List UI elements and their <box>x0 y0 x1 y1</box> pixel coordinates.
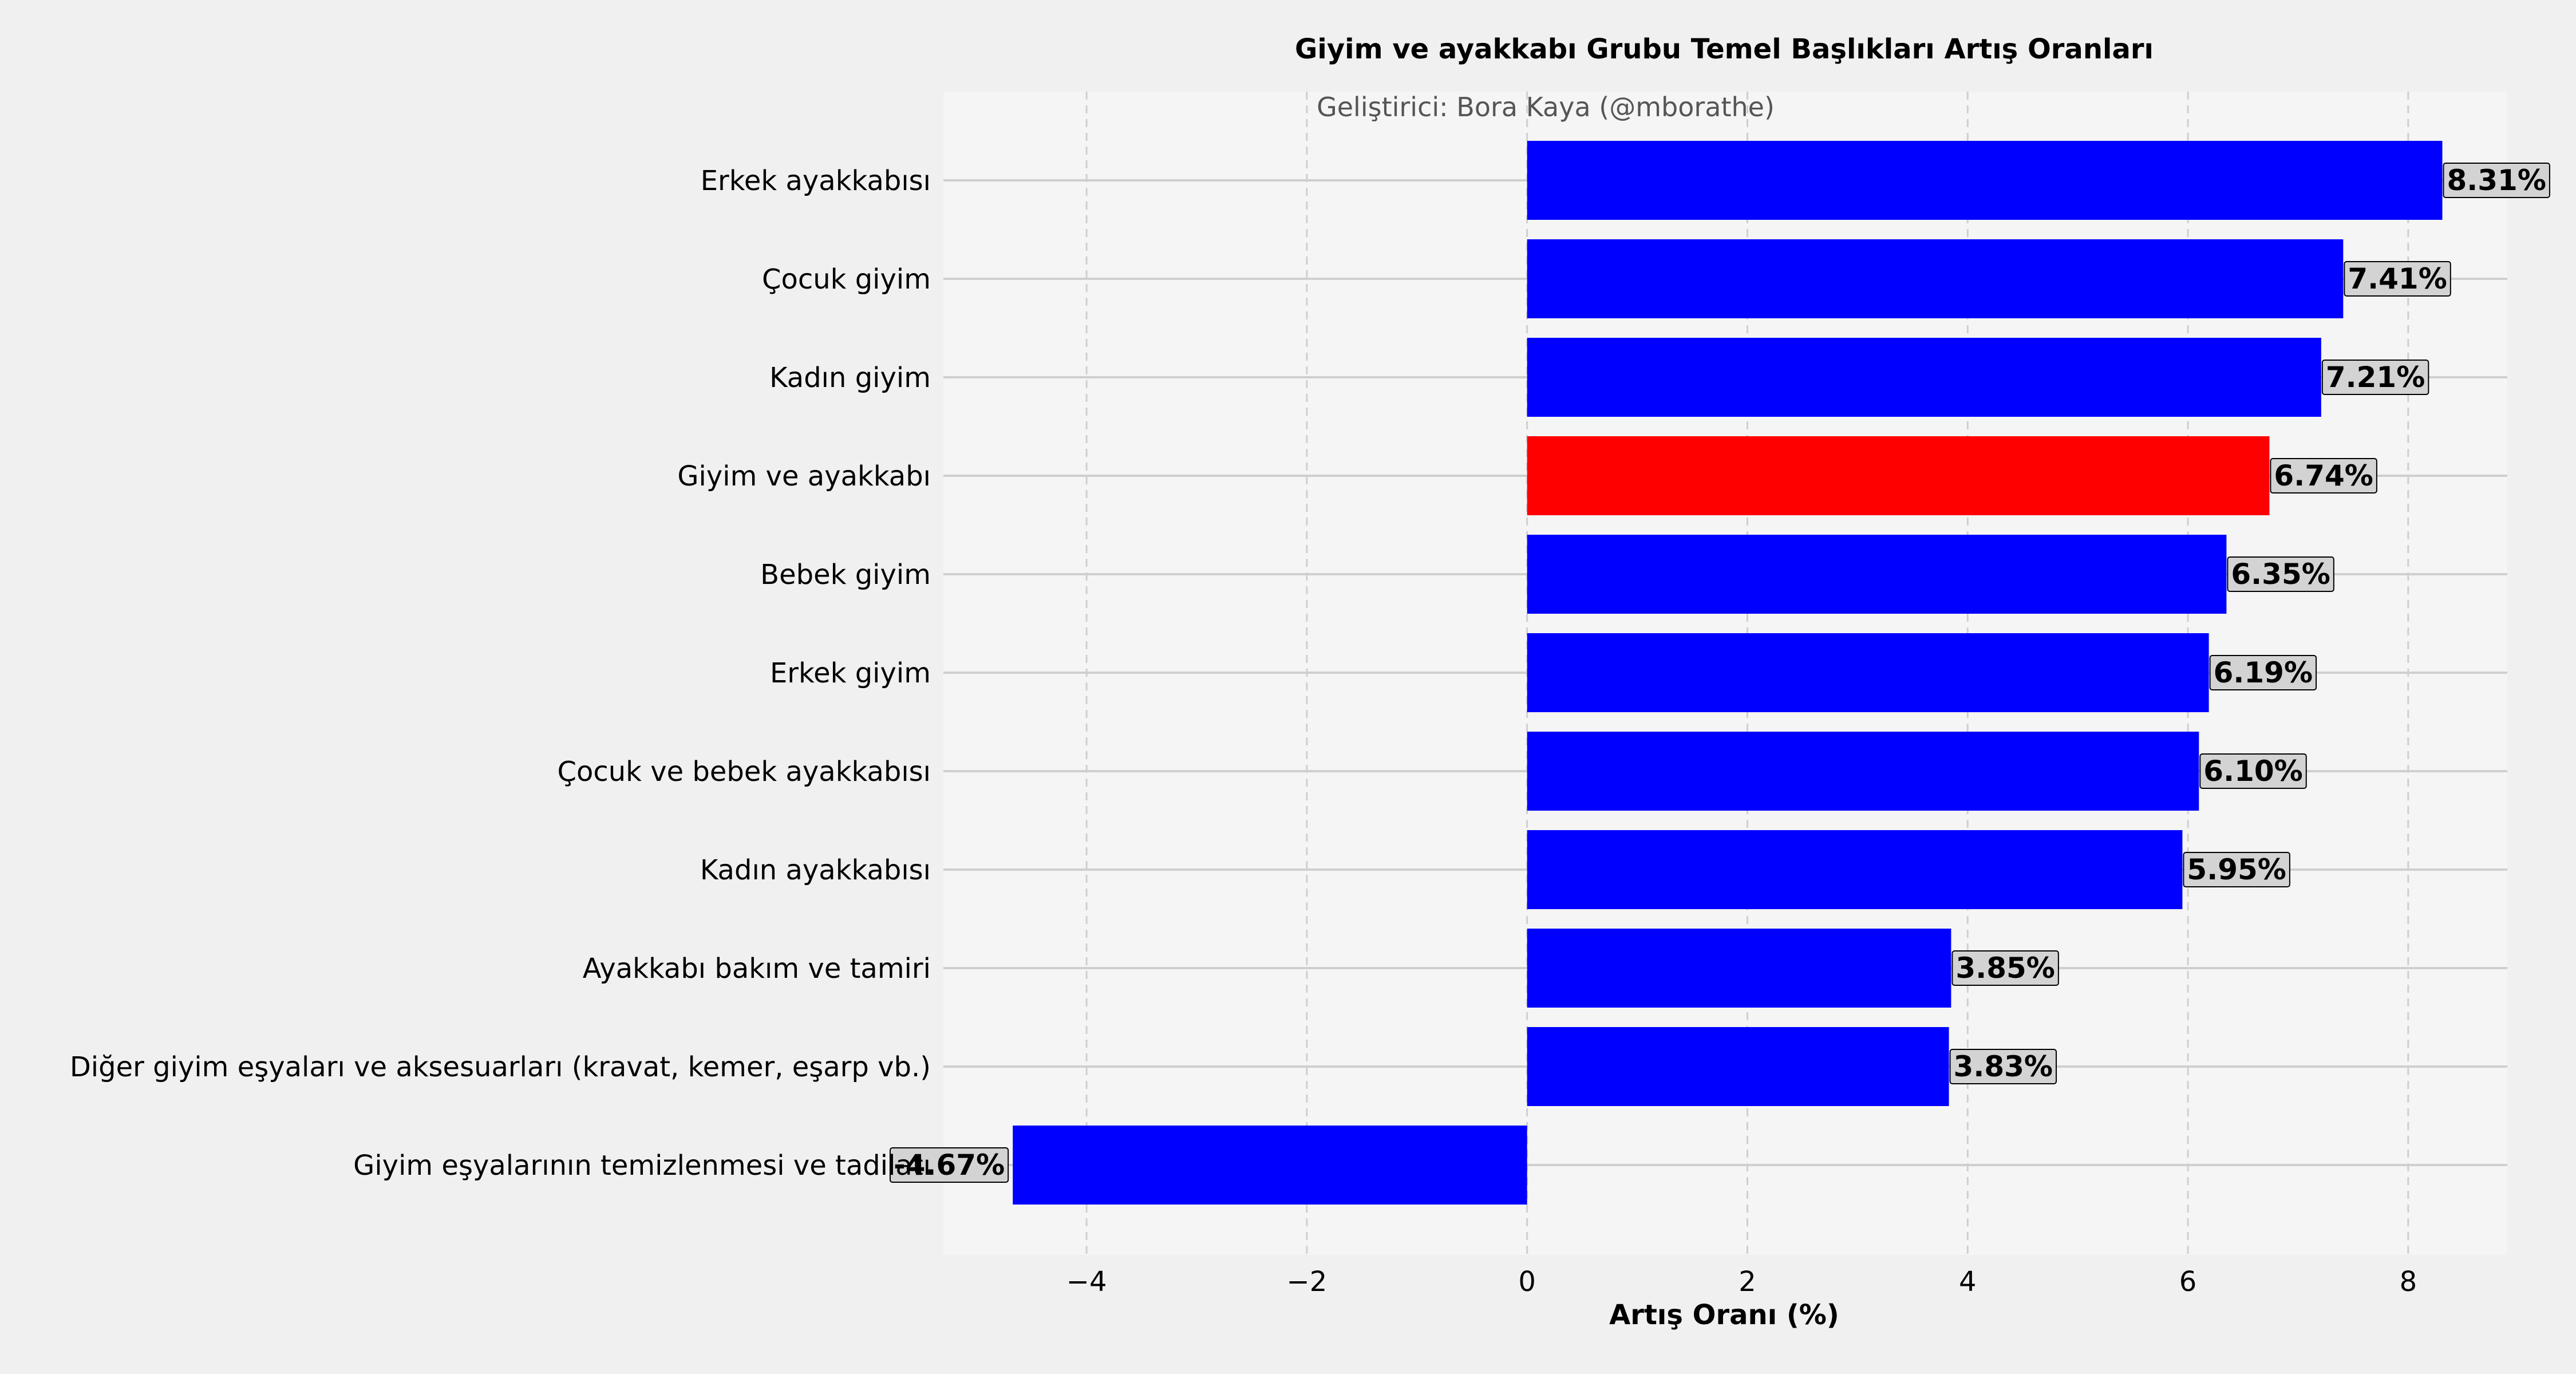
value-label: 6.74% <box>2270 458 2377 493</box>
category-label: Ayakkabı bakım ve tamiri <box>583 953 931 985</box>
value-label: 7.21% <box>2321 360 2429 395</box>
x-tick-label: −4 <box>1066 1266 1107 1298</box>
x-tick-label: 4 <box>1959 1266 1977 1298</box>
bar <box>1013 1126 1527 1205</box>
category-label: Giyim eşyalarının temizlenmesi ve tadila… <box>353 1150 931 1182</box>
category-label: Çocuk ve bebek ayakkabısı <box>557 756 931 788</box>
value-label: 6.19% <box>2209 655 2317 690</box>
x-tick-label: 0 <box>1518 1266 1536 1298</box>
svg-text:6.10%: 6.10% <box>2203 755 2302 788</box>
svg-text:8.31%: 8.31% <box>2447 164 2546 197</box>
bar <box>1527 436 2270 515</box>
category-label: Erkek ayakkabısı <box>701 165 931 197</box>
svg-text:6.74%: 6.74% <box>2274 459 2373 492</box>
category-label: Erkek giyim <box>770 657 931 689</box>
x-axis-label: Artış Oranı (%) <box>1609 1299 1839 1331</box>
svg-text:3.83%: 3.83% <box>1954 1050 2053 1083</box>
value-label: 6.35% <box>2227 556 2334 592</box>
x-tick-label: 8 <box>2400 1266 2417 1298</box>
x-tick-label: 6 <box>2179 1266 2197 1298</box>
x-tick-label: 2 <box>1739 1266 1756 1298</box>
category-label: Giyim ve ayakkabı <box>677 460 931 492</box>
bar <box>1527 929 1951 1008</box>
bar <box>1527 732 2199 811</box>
value-label: 3.83% <box>1949 1049 2057 1084</box>
svg-text:7.21%: 7.21% <box>2326 361 2425 394</box>
bar <box>1527 633 2209 712</box>
value-label: 5.95% <box>2183 852 2290 887</box>
x-tick-label: −2 <box>1287 1266 1327 1298</box>
bar <box>1527 1027 1949 1106</box>
svg-text:5.95%: 5.95% <box>2187 853 2286 886</box>
svg-text:6.19%: 6.19% <box>2214 656 2313 689</box>
category-label: Diğer giyim eşyaları ve aksesuarları (kr… <box>70 1051 931 1083</box>
bar <box>1527 239 2344 318</box>
svg-text:-4.67%: -4.67% <box>894 1148 1005 1182</box>
value-label: 7.41% <box>2344 261 2451 297</box>
chart-subtitle: Geliştirici: Bora Kaya (@mborathe) <box>1317 92 1775 123</box>
category-label: Kadın ayakkabısı <box>700 854 931 886</box>
svg-text:7.41%: 7.41% <box>2348 262 2447 295</box>
category-label: Çocuk giyim <box>762 263 931 295</box>
value-label: 3.85% <box>1951 950 2059 986</box>
bar <box>1527 535 2227 614</box>
svg-text:6.35%: 6.35% <box>2231 558 2330 591</box>
value-label: 6.10% <box>2199 753 2307 789</box>
bar <box>1527 830 2183 909</box>
value-label: 8.31% <box>2443 163 2550 198</box>
chart-title: Giyim ve ayakkabı Grubu Temel Başlıkları… <box>1295 33 2154 65</box>
category-label: Bebek giyim <box>760 559 931 591</box>
bar <box>1527 141 2443 220</box>
svg-text:3.85%: 3.85% <box>1955 951 2055 985</box>
bar <box>1527 338 2321 417</box>
value-label: -4.67% <box>889 1147 1009 1183</box>
category-label: Kadın giyim <box>769 362 931 394</box>
